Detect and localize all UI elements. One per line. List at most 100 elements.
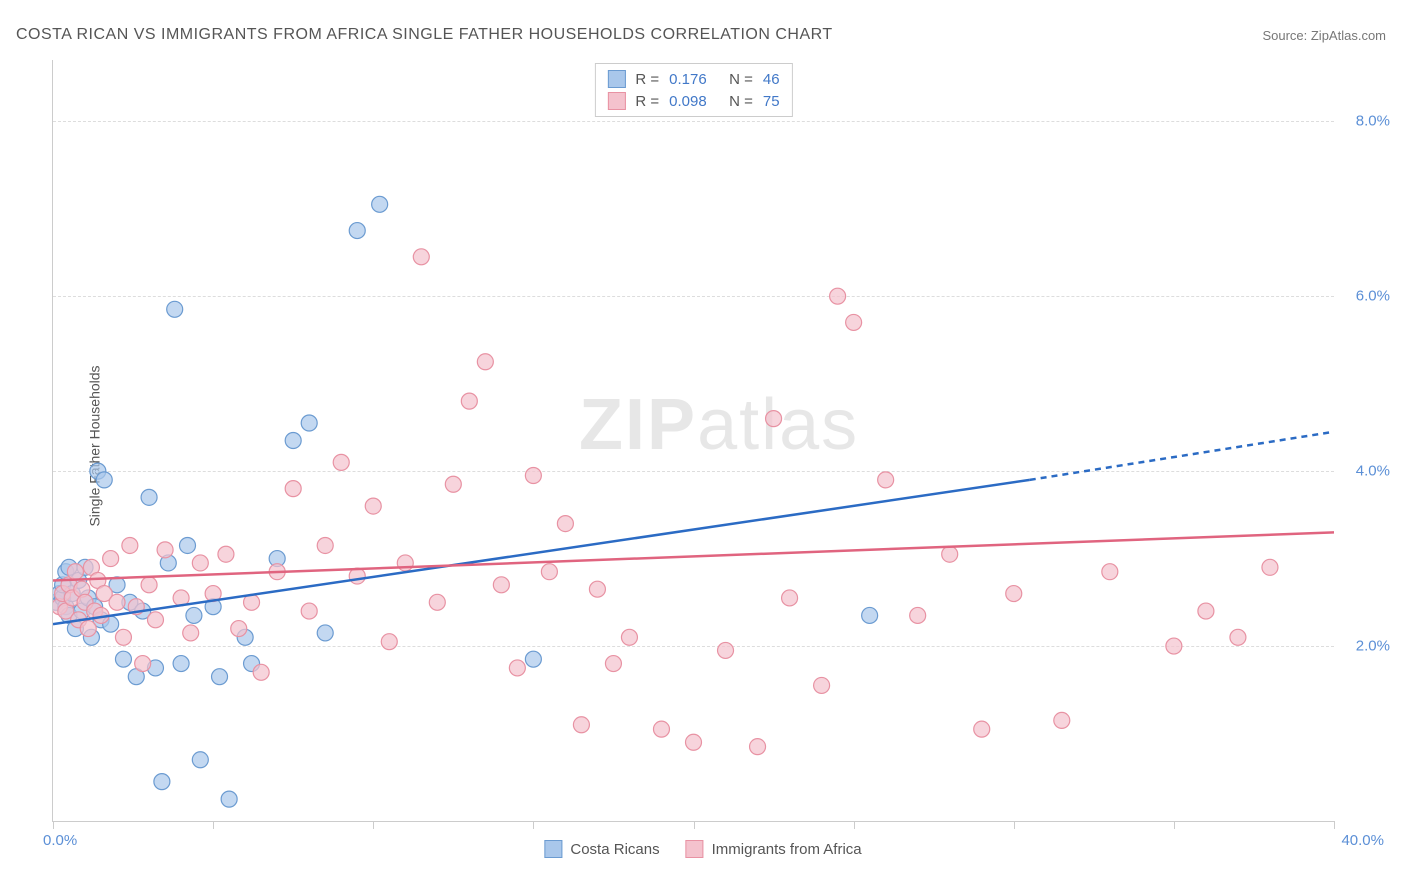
data-point [589,581,605,597]
data-point [1102,564,1118,580]
series-legend: Costa Ricans Immigrants from Africa [544,840,861,858]
data-point [621,629,637,645]
data-point [766,411,782,427]
data-point [862,607,878,623]
data-point [509,660,525,676]
data-point [718,642,734,658]
regression-line [53,480,1030,624]
n-label: N = [729,93,753,110]
data-point [413,249,429,265]
data-point [186,607,202,623]
data-point [154,774,170,790]
data-point [115,651,131,667]
source-attribution: Source: ZipAtlas.com [1262,28,1386,43]
data-point [253,664,269,680]
data-point [814,677,830,693]
data-point [285,481,301,497]
x-tick [854,821,855,829]
data-point [1230,629,1246,645]
data-point [830,288,846,304]
data-point [173,656,189,672]
data-point [1166,638,1182,654]
legend-item-1: Immigrants from Africa [686,840,862,858]
data-point [365,498,381,514]
data-point [109,594,125,610]
data-point [541,564,557,580]
data-point [67,564,83,580]
data-point [122,537,138,553]
data-point [180,537,196,553]
data-point [1198,603,1214,619]
legend-item-0: Costa Ricans [544,840,659,858]
data-point [381,634,397,650]
data-point [141,577,157,593]
data-point [493,577,509,593]
data-point [974,721,990,737]
n-value-1: 75 [763,93,780,110]
data-point [147,612,163,628]
data-point [231,621,247,637]
data-point [445,476,461,492]
data-point [141,489,157,505]
data-point [942,546,958,562]
r-value-0: 0.176 [669,71,719,88]
data-point [653,721,669,737]
series-name-0: Costa Ricans [570,841,659,858]
data-point [525,467,541,483]
chart-svg [53,60,1334,821]
data-point [285,433,301,449]
n-value-0: 46 [763,71,780,88]
regression-line [53,532,1334,580]
x-tick [53,821,54,829]
data-point [686,734,702,750]
data-point [1262,559,1278,575]
data-point [157,542,173,558]
data-point [115,629,131,645]
data-point [573,717,589,733]
data-point [605,656,621,672]
data-point [317,537,333,553]
series-name-1: Immigrants from Africa [712,841,862,858]
x-tick [1014,821,1015,829]
data-point [333,454,349,470]
data-point [846,314,862,330]
data-point [429,594,445,610]
data-point [525,651,541,667]
data-point [218,546,234,562]
swatch-icon [686,840,704,858]
swatch-icon [607,70,625,88]
legend-row-series-1: R = 0.098 N = 75 [607,90,779,112]
data-point [103,551,119,567]
data-point [461,393,477,409]
data-point [477,354,493,370]
x-tick [694,821,695,829]
data-point [1054,712,1070,728]
x-tick-label: 40.0% [1341,832,1384,849]
x-tick [1174,821,1175,829]
y-tick-label: 4.0% [1356,463,1390,480]
regression-line-extrapolated [1030,432,1334,480]
data-point [135,656,151,672]
data-point [221,791,237,807]
legend-row-series-0: R = 0.176 N = 46 [607,68,779,90]
swatch-icon [607,92,625,110]
x-tick [1334,821,1335,829]
data-point [183,625,199,641]
data-point [782,590,798,606]
data-point [372,196,388,212]
data-point [167,301,183,317]
correlation-legend: R = 0.176 N = 46 R = 0.098 N = 75 [594,63,792,117]
data-point [878,472,894,488]
data-point [349,223,365,239]
plot-area: ZIPatlas R = 0.176 N = 46 R = 0.098 N = … [52,60,1334,822]
x-tick [213,821,214,829]
y-tick-label: 2.0% [1356,638,1390,655]
r-label: R = [635,71,659,88]
data-point [96,472,112,488]
data-point [910,607,926,623]
r-label: R = [635,93,659,110]
data-point [212,669,228,685]
x-tick [373,821,374,829]
r-value-1: 0.098 [669,93,719,110]
data-point [317,625,333,641]
